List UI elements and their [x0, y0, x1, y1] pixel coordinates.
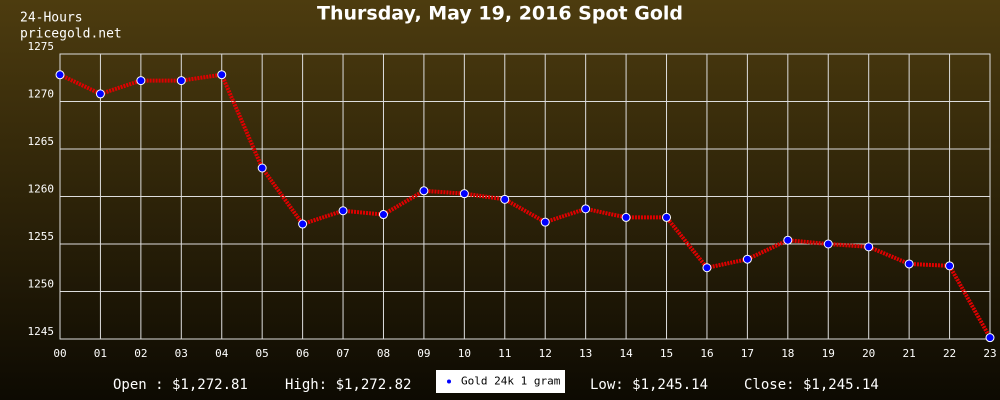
x-tick-label: 00 [53, 347, 66, 360]
summary: Open : $1,272.81 [113, 377, 248, 393]
y-tick-label: 1245 [28, 325, 55, 338]
point [823, 239, 833, 249]
x-tick-label: 01 [94, 347, 107, 360]
legend-label: Gold 24k 1 gram [461, 375, 561, 388]
point [95, 89, 105, 99]
point [217, 70, 227, 80]
point [945, 261, 955, 271]
y-tick-label: 1275 [28, 40, 55, 53]
point [904, 259, 914, 269]
x-tick-label: 23 [983, 347, 996, 360]
x-tick-label: 16 [700, 347, 713, 360]
summary: Close: $1,245.14 [744, 377, 879, 393]
y-tick-label: 1255 [28, 230, 55, 243]
legend-marker [447, 379, 451, 384]
y-tick-label: 1260 [28, 183, 55, 196]
legend-box [436, 370, 565, 393]
subtitle: 24-Hours [20, 11, 83, 26]
x-tick-label: 14 [619, 347, 633, 360]
point [378, 210, 388, 220]
point [864, 242, 874, 252]
point [136, 76, 146, 86]
x-tick-label: 21 [903, 347, 916, 360]
point [257, 163, 267, 173]
x-tick-label: 03 [175, 347, 188, 360]
point [985, 333, 995, 343]
x-tick-label: 07 [336, 347, 349, 360]
x-tick-label: 17 [741, 347, 754, 360]
y-tick-label: 1265 [28, 135, 55, 148]
point [783, 235, 793, 245]
chart-title: Thursday, May 19, 2016 Spot Gold [317, 3, 683, 25]
point [298, 219, 308, 229]
y-tick-label: 1250 [28, 278, 55, 291]
point [621, 212, 631, 222]
point [540, 217, 550, 227]
x-tick-label: 05 [256, 347, 269, 360]
x-tick-label: 18 [781, 347, 794, 360]
point [662, 212, 672, 222]
point [581, 204, 591, 214]
point [419, 186, 429, 196]
summary: High: $1,272.82 [285, 377, 411, 393]
y-tick-label: 1270 [28, 88, 55, 101]
line [59, 72, 992, 339]
point [702, 263, 712, 273]
x-tick-label: 20 [862, 347, 875, 360]
x-tick-label: 10 [458, 347, 471, 360]
x-tick-label: 09 [417, 347, 430, 360]
subtitle: pricegold.net [20, 27, 122, 42]
x-tick-label: 11 [498, 347, 511, 360]
x-tick-label: 12 [539, 347, 552, 360]
x-tick-label: 22 [943, 347, 956, 360]
x-tick-label: 04 [215, 347, 229, 360]
point [55, 70, 65, 80]
point [459, 189, 469, 199]
point [742, 254, 752, 264]
point [338, 206, 348, 216]
point [176, 76, 186, 86]
x-tick-label: 19 [822, 347, 835, 360]
summary: Low: $1,245.14 [590, 377, 708, 393]
x-tick-label: 08 [377, 347, 390, 360]
point [500, 194, 510, 204]
x-tick-label: 15 [660, 347, 673, 360]
x-tick-label: 02 [134, 347, 147, 360]
x-tick-label: 06 [296, 347, 309, 360]
x-tick-label: 13 [579, 347, 592, 360]
